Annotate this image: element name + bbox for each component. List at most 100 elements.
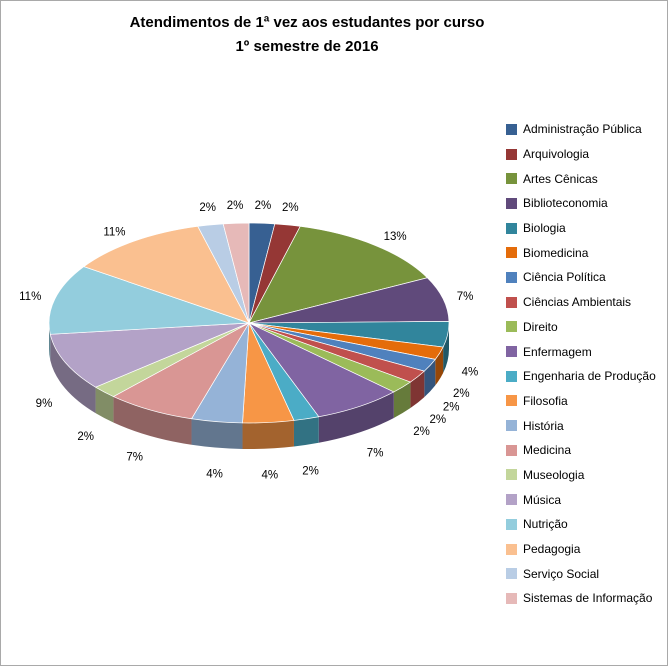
- chart-legend: Administração Pública Arquivologia Artes C…: [506, 117, 664, 611]
- legend-swatch: [506, 197, 517, 209]
- legend-item-2: Artes Cênicas: [506, 166, 664, 191]
- slice-percent-label: 7%: [367, 448, 384, 460]
- legend-item-19: Sistemas de Informação: [506, 586, 664, 611]
- legend-label: Ciências Ambientais: [523, 295, 632, 310]
- slice-percent-label: 2%: [282, 202, 299, 214]
- slice-percent-label: 2%: [199, 202, 216, 214]
- legend-label: Direito: [523, 319, 558, 334]
- legend-label: Música: [523, 492, 562, 507]
- pie-slice-side-14: [95, 387, 114, 423]
- legend-label: História: [523, 418, 564, 433]
- legend-swatch: [506, 518, 517, 530]
- legend-swatch: [506, 370, 517, 382]
- pie-slice-16: [48, 266, 250, 335]
- legend-label: Nutrição: [523, 517, 568, 532]
- legend-item-10: Engenharia de Produção: [506, 364, 664, 389]
- legend-label: Medicina: [523, 443, 572, 458]
- pie-slice-side-13: [113, 396, 192, 445]
- slice-percent-label: 11%: [19, 291, 41, 303]
- pie-slice-17: [83, 225, 250, 324]
- legend-swatch: [506, 222, 517, 234]
- legend-swatch: [506, 444, 517, 456]
- legend-label: Pedagogia: [523, 542, 581, 557]
- legend-swatch: [506, 420, 517, 432]
- pie-slice-2: [248, 225, 429, 324]
- legend-item-9: Enfermagem: [506, 339, 664, 364]
- legend-item-14: Museologia: [506, 463, 664, 488]
- chart-title-line2: 1º semestre de 2016: [235, 38, 379, 55]
- legend-item-1: Arquivologia: [506, 142, 664, 167]
- pie-slice-side-8: [393, 382, 411, 418]
- legend-swatch: [506, 568, 517, 580]
- legend-swatch: [506, 543, 517, 555]
- pie-slice-side-16: [48, 323, 51, 361]
- legend-swatch: [506, 271, 517, 283]
- legend-item-3: Biblioteconomia: [506, 191, 664, 216]
- pie-slice-side-11: [242, 420, 294, 450]
- legend-swatch: [506, 247, 517, 259]
- slice-percent-label: 4%: [261, 470, 278, 482]
- pie-slice-side-9: [318, 391, 394, 443]
- slice-percent-label: 2%: [443, 401, 460, 413]
- slice-percent-label: 2%: [77, 431, 94, 443]
- pie-slice-side-10: [293, 416, 319, 447]
- legend-label: Arquivologia: [523, 147, 590, 162]
- chart-title: Atendimentos de 1ª vez aos estudantes po…: [1, 11, 613, 59]
- legend-swatch: [506, 148, 517, 160]
- pie-slice-side-7: [410, 371, 425, 409]
- legend-item-6: Ciência Política: [506, 265, 664, 290]
- legend-item-11: Filosofia: [506, 389, 664, 414]
- pie-slice-side-15: [50, 334, 96, 414]
- legend-label: Filosofia: [523, 393, 568, 408]
- legend-item-0: Administração Pública: [506, 117, 664, 142]
- legend-item-8: Direito: [506, 315, 664, 340]
- legend-item-18: Serviço Social: [506, 561, 664, 586]
- slice-percent-label: 2%: [302, 465, 319, 477]
- legend-item-12: História: [506, 413, 664, 438]
- legend-item-16: Nutrição: [506, 512, 664, 537]
- slice-percent-label: 11%: [103, 227, 125, 239]
- legend-item-13: Medicina: [506, 438, 664, 463]
- legend-label: Enfermagem: [523, 344, 592, 359]
- legend-swatch: [506, 469, 517, 481]
- legend-label: Ciência Política: [523, 270, 606, 285]
- slice-percent-label: 7%: [126, 451, 143, 463]
- legend-item-15: Música: [506, 487, 664, 512]
- slice-percent-label: 4%: [462, 367, 479, 379]
- legend-label: Administração Pública: [523, 122, 642, 137]
- pie-slice-side-12: [191, 418, 243, 449]
- legend-item-17: Pedagogia: [506, 537, 664, 562]
- legend-label: Serviço Social: [523, 566, 600, 581]
- slice-percent-label: 2%: [413, 426, 430, 438]
- legend-swatch: [506, 395, 517, 407]
- slice-percent-label: 2%: [227, 200, 244, 212]
- legend-swatch: [506, 346, 517, 358]
- legend-label: Sistemas de Informação: [523, 591, 653, 606]
- slice-percent-label: 4%: [206, 469, 223, 481]
- legend-swatch: [506, 592, 517, 604]
- legend-swatch: [506, 173, 517, 185]
- pie-slice-15: [49, 322, 250, 388]
- slice-percent-label: 2%: [255, 200, 272, 212]
- legend-item-4: Biologia: [506, 216, 664, 241]
- legend-label: Biblioteconomia: [523, 196, 608, 211]
- legend-swatch: [506, 296, 517, 308]
- legend-swatch: [506, 494, 517, 506]
- slice-percent-label: 9%: [36, 398, 53, 410]
- legend-item-5: Biomedicina: [506, 240, 664, 265]
- chart-title-line1: Atendimentos de 1ª vez aos estudantes po…: [129, 14, 485, 31]
- legend-label: Engenharia de Produção: [523, 369, 656, 384]
- legend-swatch: [506, 123, 517, 135]
- slice-percent-label: 13%: [384, 231, 407, 243]
- legend-item-7: Ciências Ambientais: [506, 290, 664, 315]
- pie-slice-side-5: [435, 347, 444, 386]
- legend-label: Artes Cênicas: [523, 171, 598, 186]
- pie-slice-19: [222, 222, 250, 324]
- slice-percent-label: 2%: [430, 414, 447, 426]
- legend-label: Biomedicina: [523, 245, 589, 260]
- legend-swatch: [506, 321, 517, 333]
- legend-label: Biologia: [523, 221, 566, 236]
- slice-percent-label: 7%: [457, 291, 474, 303]
- legend-label: Museologia: [523, 467, 585, 482]
